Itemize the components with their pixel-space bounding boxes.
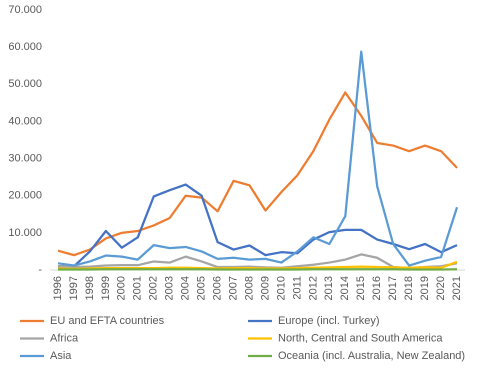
x-tick-label: 2018 — [403, 276, 415, 300]
x-tick-label: 2002 — [148, 276, 160, 300]
y-tick-label: - — [38, 264, 42, 276]
x-tick-label: 2005 — [196, 276, 208, 300]
y-tick-label: 20.000 — [8, 190, 42, 202]
legend-label: Europe (incl. Turkey) — [278, 315, 379, 327]
legend-label: North, Central and South America — [278, 332, 443, 344]
y-tick-label: 50.000 — [8, 78, 42, 90]
x-tick-label: 2000 — [116, 276, 128, 300]
y-tick-label: 40.000 — [8, 115, 42, 127]
x-tick-label: 2011 — [291, 276, 303, 300]
line-series — [57, 253, 458, 270]
x-tick-label: 2012 — [307, 276, 319, 300]
y-tick-label: 60.000 — [8, 41, 42, 53]
line-series — [57, 183, 458, 268]
x-tick-label: 2015 — [355, 276, 367, 300]
legend-label: Asia — [50, 350, 72, 362]
line-series — [57, 50, 459, 267]
x-tick-label: 2008 — [243, 276, 255, 300]
x-tick-label: 2010 — [275, 276, 287, 300]
y-tick-label: 10.000 — [8, 227, 42, 239]
line-series — [57, 91, 458, 257]
x-tick-label: 2009 — [259, 276, 271, 300]
x-tick-label: 2021 — [451, 276, 463, 300]
x-tick-label: 2004 — [180, 276, 192, 300]
y-tick-label: 70.000 — [8, 4, 42, 16]
x-tick-label: 2006 — [212, 276, 224, 300]
legend-label: Oceania (incl. Australia, New Zealand) — [278, 350, 465, 362]
y-tick-label: 30.000 — [8, 152, 42, 164]
x-tick-label: 1997 — [68, 276, 80, 300]
x-tick-label: 2019 — [419, 276, 431, 300]
x-tick-label: 1996 — [52, 276, 64, 300]
x-tick-label: 2001 — [132, 276, 144, 300]
x-tick-label: 2016 — [371, 276, 383, 300]
x-tick-label: 2013 — [323, 276, 335, 300]
x-tick-label: 2020 — [435, 276, 447, 300]
x-tick-label: 2003 — [164, 276, 176, 300]
x-tick-label: 2007 — [227, 276, 239, 300]
legend-label: Africa — [50, 332, 79, 344]
x-tick-label: 2014 — [339, 276, 351, 300]
x-tick-label: 1998 — [84, 276, 96, 300]
x-tick-label: 2017 — [387, 276, 399, 300]
legend-label: EU and EFTA countries — [50, 315, 165, 327]
x-tick-label: 1999 — [100, 276, 112, 300]
